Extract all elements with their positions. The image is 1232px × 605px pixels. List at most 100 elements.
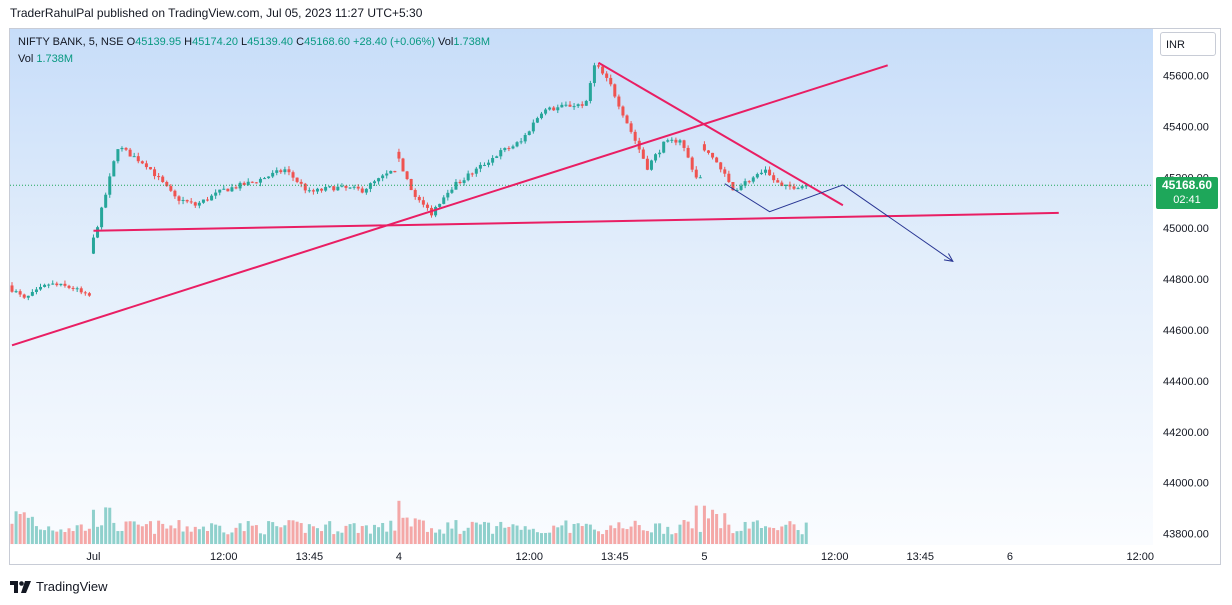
candle-body [694, 169, 698, 178]
volume-bar [637, 525, 641, 544]
y-tick-label: 45600.00 [1163, 71, 1209, 83]
candle-body [682, 140, 686, 148]
candle-body [385, 173, 389, 176]
projection-path [724, 183, 954, 262]
volume-bar [352, 523, 356, 544]
volume-bar [417, 519, 421, 544]
candle-body [601, 66, 605, 74]
volume-bar [674, 533, 678, 544]
candle-body [645, 158, 649, 170]
candle-body [735, 189, 739, 191]
volume-bar [206, 531, 210, 544]
candle-body [768, 169, 772, 176]
candle-body [201, 199, 205, 203]
volume-bar [303, 532, 307, 544]
open-label: O [126, 36, 136, 48]
volume-bar [430, 528, 434, 544]
candle-body [458, 181, 462, 183]
volume-bar [271, 522, 275, 544]
volume-bar [287, 520, 291, 544]
candle-body [104, 194, 108, 208]
candle-body [79, 288, 83, 293]
candle-body [474, 168, 478, 174]
volume-bar [625, 529, 629, 544]
candle-body [136, 156, 140, 162]
volume-bar [344, 525, 348, 544]
vol-indicator-value: 1.738M [36, 53, 74, 65]
volume-bar [295, 521, 299, 544]
candle-body [132, 156, 136, 158]
publish-info: TraderRahulPal published on TradingView.… [10, 6, 423, 20]
candle-body [482, 164, 486, 166]
low-label: L [241, 36, 248, 48]
candle-body [206, 199, 210, 201]
volume-bar [421, 520, 425, 544]
candle-body [30, 292, 34, 296]
volume-bar [548, 532, 552, 544]
candle-body [743, 181, 747, 186]
candle-body [254, 182, 258, 184]
candle-body [715, 157, 719, 163]
volume-bar [18, 513, 22, 544]
candle-body [185, 199, 189, 202]
candle-body [413, 190, 417, 197]
candle-body [315, 188, 319, 192]
volume-bar [466, 527, 470, 544]
volume-bar [491, 533, 495, 544]
candle-body [759, 172, 763, 175]
volume-bar [446, 522, 450, 544]
candle-body [63, 283, 67, 286]
volume-bar [764, 526, 768, 544]
volume-bar [792, 524, 796, 544]
volume-bar [621, 528, 625, 544]
candle-body [772, 175, 776, 181]
volume-bar [743, 521, 747, 544]
candle-body [609, 77, 613, 85]
volume-bar [230, 532, 234, 544]
symbol-label[interactable]: NIFTY BANK, 5, NSE [18, 36, 124, 48]
candle-body [51, 283, 55, 285]
tradingview-logo[interactable]: TradingView [10, 579, 108, 594]
volume-bar [185, 526, 189, 544]
candle-body [189, 201, 193, 203]
volume-bar [601, 534, 605, 544]
volume-bar [654, 523, 658, 544]
volume-bar [267, 521, 271, 544]
volume-bar [356, 532, 360, 544]
volume-bar [108, 507, 112, 544]
volume-bar [800, 534, 804, 544]
volume-bar [507, 526, 511, 544]
candle-body [271, 172, 275, 177]
candle-body [153, 169, 157, 177]
volume-bar [218, 525, 222, 544]
volume-bar [784, 524, 788, 544]
volume-bar [246, 521, 250, 544]
candle-body [181, 199, 185, 201]
currency-selector[interactable]: INR [1160, 32, 1216, 56]
candle-body [507, 148, 511, 150]
candle-body [279, 170, 283, 173]
volume-bar [519, 529, 523, 544]
volume-bar [731, 533, 735, 544]
volume-bar [75, 525, 79, 544]
volume-bar [462, 530, 466, 544]
candle-body [727, 173, 731, 183]
volume-bar [275, 526, 279, 544]
x-tick-label: 12:00 [516, 551, 544, 563]
bar-countdown: 02:41 [1173, 194, 1201, 206]
volume-bar [181, 531, 185, 544]
volume-bar [307, 524, 311, 544]
candle-body [552, 107, 556, 111]
candle-body [719, 162, 723, 170]
candle-body [348, 187, 352, 189]
plot-area[interactable] [10, 29, 1153, 545]
vol-indicator-label[interactable]: Vol [18, 53, 34, 65]
volume-bar [511, 524, 515, 544]
candle-body [442, 197, 446, 204]
volume-bar [372, 524, 376, 544]
volume-bar [169, 525, 173, 544]
candle-body [511, 146, 515, 149]
candle-body [303, 183, 307, 191]
volume-bar [153, 533, 157, 544]
